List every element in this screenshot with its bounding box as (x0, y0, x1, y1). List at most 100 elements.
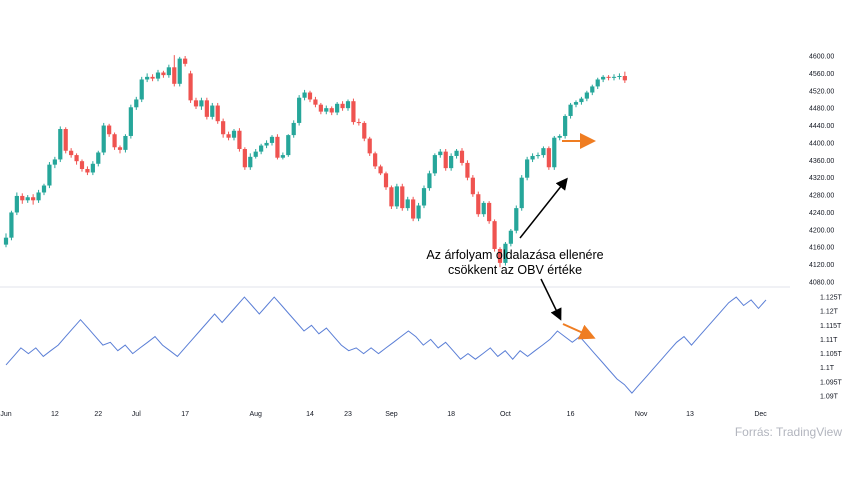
obv-tick-label: 1.12T (820, 309, 839, 316)
candle-body (188, 73, 193, 101)
candle-body (611, 76, 617, 78)
price-tick-label: 4080.00 (809, 280, 834, 287)
candle-body (155, 72, 161, 79)
candle-body (568, 104, 573, 116)
candle-body (79, 161, 85, 169)
source-label: Forrás: TradingView (734, 425, 842, 439)
candle-body (563, 115, 568, 136)
candle-body (96, 152, 101, 164)
candle-body (128, 107, 133, 136)
candle-body (172, 67, 177, 84)
candle-body (221, 121, 226, 135)
candle-body (400, 186, 405, 209)
x-tick-label: 16 (567, 411, 575, 418)
obv-tick-label: 1.105T (820, 351, 843, 358)
candle-body (183, 58, 188, 64)
obv-arrow-orange (562, 323, 596, 340)
candle-body (378, 166, 383, 174)
candle-body (248, 156, 253, 168)
obv-tick-label: 1.11T (820, 337, 838, 344)
candle-body (215, 105, 220, 122)
candle-body (210, 105, 215, 117)
obv-tick-label: 1.1T (820, 365, 835, 372)
candle-body (552, 137, 557, 168)
candle-body (427, 173, 432, 189)
candle-body (166, 67, 171, 76)
candle-body (573, 102, 579, 105)
candle-body (356, 122, 361, 124)
price-tick-label: 4280.00 (809, 193, 834, 200)
candle-body (595, 79, 600, 87)
candle-body (145, 76, 150, 80)
price-tick-label: 4560.00 (809, 71, 834, 78)
candle-body (161, 72, 166, 76)
candle-body (465, 162, 470, 178)
candle-body (617, 75, 622, 77)
candle-body (432, 155, 437, 174)
x-tick-label: Jul (132, 411, 141, 418)
x-tick-label: 22 (94, 411, 102, 418)
candle-body (297, 97, 302, 123)
x-tick-label: 23 (344, 411, 352, 418)
candle-body (20, 195, 25, 201)
candle-body (541, 148, 546, 156)
candle-body (58, 129, 63, 160)
x-tick-label: 12 (51, 411, 59, 418)
candle-body (373, 153, 378, 167)
candle-body (14, 195, 19, 213)
price-tick-label: 4160.00 (809, 245, 834, 252)
x-tick-label: 18 (447, 411, 455, 418)
candle-body (530, 155, 535, 160)
candle-body (421, 188, 427, 206)
candle-body (134, 99, 139, 108)
candle-body (459, 150, 465, 163)
candle-body (286, 135, 291, 156)
candle-body (9, 212, 14, 238)
price-tick-label: 4320.00 (809, 175, 834, 182)
obv-tick-label: 1.09T (820, 393, 839, 400)
candle-body (269, 136, 275, 143)
candle-body (481, 202, 486, 215)
price-tick-label: 4440.00 (809, 123, 834, 130)
candle-body (438, 151, 443, 156)
candle-body (90, 163, 95, 173)
candle-body (340, 103, 345, 109)
obv-tick-label: 1.125T (820, 295, 843, 302)
candle-body (177, 58, 182, 84)
candle-body (405, 199, 410, 209)
candle-body (535, 155, 541, 157)
candle-body (389, 187, 394, 207)
candle-body (508, 230, 513, 244)
candle-body (487, 202, 492, 222)
axis-ticks: 4600.00 4560.00 4520.00 4480.00 4440.00 4400.… (0, 54, 842, 419)
candle-body (226, 134, 231, 138)
candle-body (454, 150, 459, 156)
candle-body (101, 125, 106, 153)
candle-body (622, 75, 627, 81)
candle-body (112, 134, 117, 148)
candle-body (85, 169, 90, 173)
candle-body (383, 173, 389, 188)
candle-body (253, 151, 258, 157)
candle-body (546, 148, 551, 168)
candle-body (193, 100, 199, 107)
candle-body (335, 103, 340, 113)
candle-body (503, 243, 508, 263)
candle-body (74, 155, 79, 162)
price-tick-label: 4400.00 (809, 140, 834, 147)
x-tick-label: Nov (635, 411, 648, 418)
candle-body (36, 192, 41, 201)
candle-body (237, 130, 242, 150)
candle-body (443, 151, 448, 169)
candle-body (449, 155, 454, 169)
candle-body (307, 92, 313, 100)
candle-body (47, 164, 52, 186)
candle-body (41, 185, 47, 193)
candle-body (291, 122, 296, 136)
candle-body (231, 130, 237, 138)
candle-body (25, 197, 30, 201)
x-tick-label: Jun (0, 411, 11, 418)
candle-body (204, 100, 209, 117)
candle-body (107, 125, 112, 135)
